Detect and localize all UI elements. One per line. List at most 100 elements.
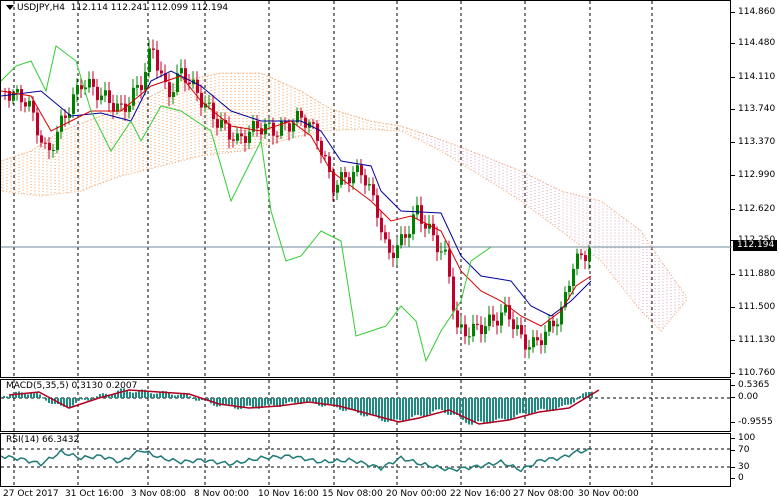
macd-histogram-bar (360, 398, 362, 416)
macd-histogram-bar (279, 398, 281, 407)
macd-histogram-bar (561, 398, 563, 407)
macd-histogram-bar (468, 398, 470, 425)
macd-histogram-bar (153, 394, 155, 398)
macd-histogram-bar (267, 398, 269, 405)
macd-histogram-bar (456, 398, 458, 416)
time-axis-label: 27 Oct 2017 (3, 489, 59, 499)
macd-histogram-bar (261, 398, 263, 408)
macd-histogram-bar (519, 398, 521, 414)
candle-body (336, 184, 339, 193)
candle-body (324, 155, 327, 157)
macd-histogram-bar (276, 398, 278, 407)
macd-histogram-bar (315, 398, 317, 404)
price-axis-label: 111.500 (730, 302, 776, 312)
candle-body (188, 82, 191, 85)
macd-histogram-bar (177, 394, 179, 398)
macd-histogram-bar (90, 398, 92, 401)
macd-histogram-bar (84, 398, 86, 400)
macd-histogram-bar (234, 398, 236, 409)
macd-histogram-bar (507, 398, 509, 421)
time-axis-label: 30 Nov 00:00 (578, 489, 639, 499)
macd-histogram-bar (198, 398, 200, 401)
macd-histogram-bar (396, 398, 398, 420)
candle-body (248, 131, 251, 143)
macd-histogram-bar (513, 398, 515, 418)
candle-body (456, 310, 459, 328)
candle-body (368, 184, 371, 186)
macd-histogram-bar (420, 398, 422, 416)
macd-histogram-bar (381, 398, 383, 421)
macd-histogram-bar (48, 398, 50, 404)
candle-body (584, 255, 587, 261)
macd-pane[interactable] (0, 379, 732, 433)
macd-histogram-bar (540, 398, 542, 409)
time-axis-label: 15 Nov 08:00 (322, 489, 383, 499)
macd-histogram-bar (345, 398, 347, 411)
macd-histogram-bar (525, 398, 527, 414)
candle-body (588, 248, 591, 261)
candle-body (44, 142, 47, 144)
price-chart-pane[interactable] (0, 0, 732, 379)
candle-body (88, 78, 91, 88)
macd-histogram-bar (582, 393, 584, 398)
rsi-canvas[interactable] (1, 434, 732, 488)
macd-histogram-bar (42, 397, 44, 399)
candle-body (560, 307, 563, 325)
macd-histogram-bar (477, 398, 479, 422)
candle-body (328, 156, 331, 172)
macd-histogram-bar (318, 398, 320, 406)
candle-body (92, 78, 95, 87)
candle-body (52, 149, 55, 151)
macd-histogram-bar (135, 392, 137, 398)
price-axis-label: 113.740 (730, 104, 776, 114)
price-chart-canvas[interactable] (1, 1, 732, 379)
candle-body (500, 312, 503, 326)
candle-body (28, 100, 31, 107)
candle-body (240, 133, 243, 137)
candle-body (528, 347, 531, 350)
candle-body (440, 251, 443, 253)
macd-histogram-bar (93, 398, 95, 399)
macd-histogram-bar (183, 392, 185, 398)
macd-histogram-bar (291, 398, 293, 402)
macd-canvas[interactable] (1, 380, 732, 433)
macd-histogram-bar (273, 398, 275, 406)
macd-histogram-bar (471, 398, 473, 425)
macd-histogram-bar (483, 398, 485, 423)
rsi-axis-label: 0 (731, 473, 744, 483)
macd-histogram-bar (303, 398, 305, 404)
macd-histogram-bar (171, 394, 173, 398)
candle-body (236, 133, 239, 141)
macd-histogram-bar (564, 398, 566, 405)
macd-histogram-bar (300, 398, 302, 405)
macd-histogram-bar (249, 398, 251, 406)
macd-histogram-bar (405, 398, 407, 422)
macd-histogram-bar (159, 391, 161, 398)
macd-histogram-bar (378, 398, 380, 419)
macd-histogram-bar (438, 398, 440, 410)
macd-histogram-bar (417, 398, 419, 415)
candle-body (232, 139, 235, 141)
macd-histogram-bar (180, 393, 182, 398)
time-axis-label: 8 Nov 00:00 (194, 489, 249, 499)
candle-body (276, 135, 279, 137)
macd-histogram-bar (489, 398, 491, 424)
candle-body (160, 70, 163, 74)
macd-histogram-bar (66, 398, 68, 408)
macd-histogram-bar (393, 398, 395, 420)
macd-histogram-bar (282, 398, 284, 406)
candle-body (228, 123, 231, 140)
candle-body (76, 85, 79, 95)
dropdown-triangle-icon[interactable] (6, 5, 14, 10)
macd-histogram-bar (414, 398, 416, 416)
macd-histogram-bar (516, 398, 518, 415)
rsi-pane[interactable] (0, 433, 732, 488)
macd-histogram-bar (543, 398, 545, 410)
macd-histogram-bar (195, 398, 197, 401)
candle-body (56, 131, 59, 150)
rsi-line (1, 447, 590, 473)
candle-body (352, 172, 355, 184)
macd-histogram-bar (6, 396, 8, 398)
candle-body (24, 102, 27, 107)
candle-body (136, 85, 139, 88)
